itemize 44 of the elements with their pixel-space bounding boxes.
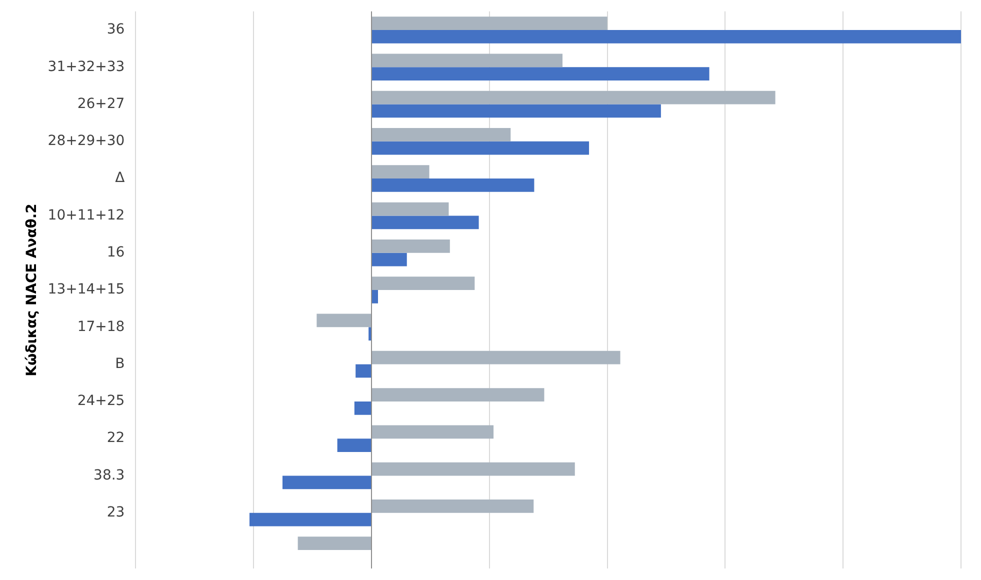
bar: [372, 202, 449, 216]
y-tick-label: 31+32+33: [48, 58, 125, 75]
y-tick-label: 28+29+30: [48, 133, 125, 150]
y-tick-label: 22: [106, 430, 125, 446]
bar: [368, 327, 372, 341]
y-tick-label: 24+25: [77, 393, 125, 410]
bar: [372, 239, 450, 253]
y-tick-label: 26+27: [77, 96, 125, 112]
bar: [372, 90, 776, 104]
bar: [372, 462, 575, 476]
bar: [372, 67, 710, 80]
bar: [372, 16, 608, 30]
y-tick-label: 13+14+15: [48, 282, 125, 298]
bar: [372, 216, 479, 230]
bar: [372, 276, 475, 290]
bar: [372, 128, 511, 142]
y-tick-label: 38.3: [94, 467, 125, 484]
bar: [298, 536, 372, 550]
y-tick-label: Δ: [115, 170, 126, 186]
bar: [372, 30, 961, 44]
bar: [337, 438, 372, 452]
bar: [372, 388, 544, 402]
bar: [372, 178, 534, 192]
bar: [282, 476, 372, 490]
bar: [372, 350, 620, 364]
y-tick-label: B: [115, 356, 125, 372]
bar: [372, 104, 661, 118]
bar: [354, 401, 372, 415]
bar: [372, 141, 590, 155]
bar: [372, 290, 378, 304]
bar: [372, 252, 407, 266]
y-tick-label: 16: [106, 244, 125, 260]
bar: [372, 165, 430, 179]
y-tick-label: 23: [106, 504, 125, 521]
bar: [372, 425, 494, 439]
bar: [372, 54, 562, 68]
bar: [249, 512, 372, 526]
bar: [316, 314, 372, 328]
y-tick-label: 17+18: [77, 318, 125, 335]
bar: [372, 500, 534, 513]
y-axis-title: Κώδικας NACE Αναθ.2: [24, 204, 40, 376]
y-tick-label: 10+11+12: [48, 207, 125, 224]
y-tick-label: 36: [106, 22, 125, 38]
bar: [356, 364, 372, 378]
